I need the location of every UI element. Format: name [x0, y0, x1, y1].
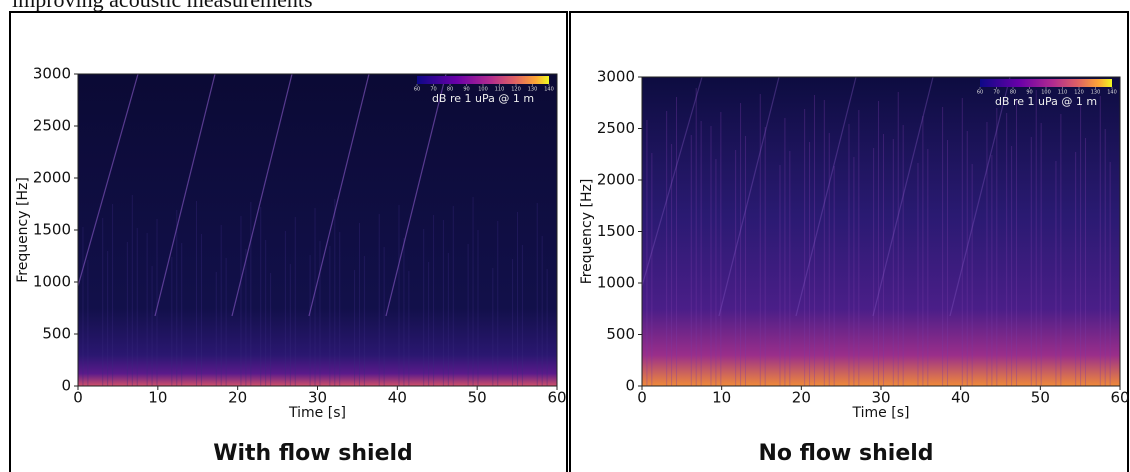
colorbar: [417, 76, 549, 84]
colorbar-tick-label: 60: [414, 87, 420, 93]
colorbar-tick-label: 140: [544, 87, 554, 93]
x-tick-label: 30: [308, 389, 327, 407]
spectrogram-image: [78, 74, 557, 386]
y-tick-label: 500: [606, 325, 635, 343]
colorbar-tick-label: 70: [993, 90, 999, 96]
colorbar-label: dB re 1 uPa @ 1 m: [995, 95, 1097, 108]
y-axis-label: Frequency [Hz]: [15, 177, 31, 283]
sweep-line: [718, 76, 780, 317]
colorbar-tick-label: 130: [528, 87, 538, 93]
x-tick-label: 60: [1110, 389, 1129, 407]
y-tick-label: 2500: [33, 117, 71, 135]
x-tick-label: 40: [951, 389, 970, 407]
y-tick-label: 1000: [597, 274, 635, 292]
sweep-line: [949, 76, 1011, 317]
sweep-line: [872, 76, 934, 317]
y-tick-label: 2500: [597, 119, 635, 137]
sweep-line: [308, 73, 370, 317]
x-tick-label: 20: [228, 389, 247, 407]
colorbar-tick-label: 100: [1041, 90, 1051, 96]
x-tick-label: 30: [871, 389, 890, 407]
colorbar-tick-label: 110: [1058, 90, 1068, 96]
sweep-line: [77, 73, 139, 287]
y-tick-label: 1500: [33, 221, 71, 239]
sweep-line: [231, 73, 293, 317]
x-axis-label: Time [s]: [288, 405, 346, 421]
colorbar-tick-label: 80: [1010, 90, 1016, 96]
x-tick-label: 50: [468, 389, 487, 407]
panel-border: [569, 11, 1129, 472]
colorbar-tick-label: 70: [430, 87, 436, 93]
x-tick-label: 10: [712, 389, 731, 407]
colorbar-tick-label: 90: [1026, 90, 1032, 96]
y-tick-label: 2000: [33, 169, 71, 187]
header-text: improving acoustic measurements: [12, 0, 313, 12]
panel-border: [9, 11, 568, 472]
colorbar-tick-label: 90: [463, 87, 469, 93]
colorbar-tick-label: 80: [447, 87, 453, 93]
colorbar-tick-label: 120: [1074, 90, 1084, 96]
panel-caption: With flow shield: [213, 441, 413, 466]
sweep-line: [641, 76, 703, 287]
colorbar-tick-label: 110: [495, 87, 505, 93]
x-tick-label: 10: [148, 389, 167, 407]
colorbar-tick-label: 120: [511, 87, 521, 93]
y-tick-label: 0: [61, 377, 71, 395]
y-tick-label: 2000: [597, 171, 635, 189]
x-tick-label: 40: [388, 389, 407, 407]
colorbar-tick-label: 140: [1107, 90, 1117, 96]
x-tick-label: 50: [1031, 389, 1050, 407]
x-tick-label: 20: [792, 389, 811, 407]
x-axis-label: Time [s]: [852, 405, 910, 421]
x-tick-label: 0: [637, 389, 647, 407]
sweep-line: [154, 73, 216, 317]
sweep-line: [385, 73, 447, 317]
x-tick-label: 60: [547, 389, 566, 407]
colorbar-tick-label: 60: [977, 90, 983, 96]
colorbar: [980, 79, 1112, 87]
x-tick-label: 0: [73, 389, 83, 407]
panel-caption: No flow shield: [758, 441, 933, 466]
spectrogram-image: [642, 77, 1120, 386]
y-tick-label: 1500: [597, 222, 635, 240]
colorbar-tick-label: 100: [478, 87, 488, 93]
sweep-line: [795, 76, 857, 317]
colorbar-tick-label: 130: [1091, 90, 1101, 96]
colorbar-label: dB re 1 uPa @ 1 m: [432, 92, 534, 105]
y-axis-label: Frequency [Hz]: [579, 179, 595, 285]
y-tick-label: 1000: [33, 273, 71, 291]
y-tick-label: 500: [42, 325, 71, 343]
y-tick-label: 3000: [33, 65, 71, 83]
y-tick-label: 0: [625, 377, 635, 395]
y-tick-label: 3000: [597, 68, 635, 86]
